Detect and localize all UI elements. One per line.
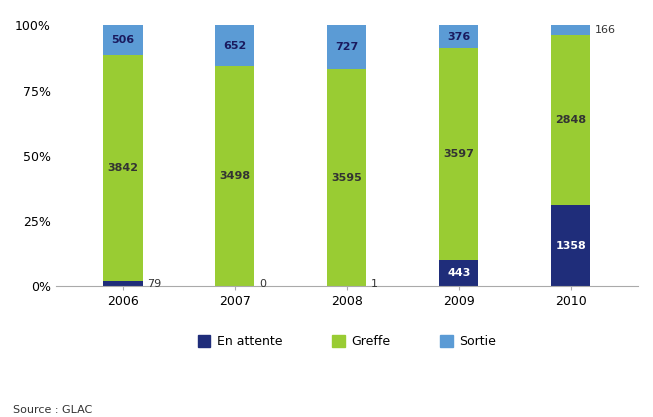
Text: 3597: 3597 (443, 149, 474, 159)
Bar (439, 260, 479, 286)
Bar (327, 69, 366, 286)
Text: 1: 1 (371, 279, 378, 289)
Text: 2848: 2848 (555, 115, 586, 125)
Text: 79: 79 (147, 279, 161, 289)
Text: Source : GLAC: Source : GLAC (13, 405, 92, 415)
Text: 727: 727 (335, 43, 358, 53)
Bar (551, 35, 590, 205)
Text: 1358: 1358 (556, 241, 586, 251)
Text: 3498: 3498 (219, 171, 251, 181)
Bar (215, 66, 255, 286)
Text: 3595: 3595 (332, 173, 362, 183)
Bar (103, 281, 142, 286)
Text: 443: 443 (447, 268, 471, 278)
Bar (103, 55, 142, 281)
Text: 652: 652 (223, 41, 247, 51)
Text: 166: 166 (595, 25, 616, 35)
Bar (327, 25, 366, 69)
Text: 0: 0 (259, 279, 266, 289)
Bar (439, 48, 479, 260)
Text: 376: 376 (447, 32, 470, 42)
Legend: En attente, Greffe, Sortie: En attente, Greffe, Sortie (193, 330, 501, 353)
Bar (439, 25, 479, 48)
Bar (215, 25, 255, 66)
Bar (551, 25, 590, 35)
Bar (551, 205, 590, 286)
Text: 506: 506 (112, 35, 135, 45)
Text: 3842: 3842 (108, 163, 138, 173)
Bar (103, 25, 142, 55)
